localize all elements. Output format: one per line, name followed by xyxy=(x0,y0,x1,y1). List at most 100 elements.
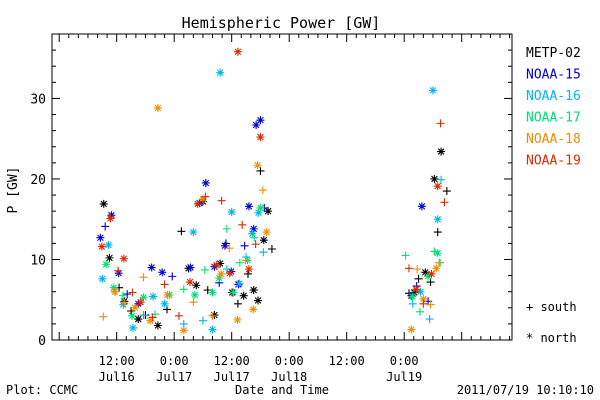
south-marker xyxy=(201,192,210,201)
north-marker xyxy=(256,116,265,125)
north-marker xyxy=(254,208,263,217)
north-marker xyxy=(430,174,439,183)
legend-item: NOAA-17 xyxy=(526,111,581,126)
north-marker xyxy=(262,228,271,237)
north-marker xyxy=(201,178,210,187)
north-marker xyxy=(249,224,258,233)
south-marker xyxy=(120,298,129,307)
north-marker xyxy=(408,292,417,301)
south-marker xyxy=(251,240,260,249)
north-marker xyxy=(190,290,199,299)
x-tick-date-label: Jul18 xyxy=(271,370,307,384)
south-marker xyxy=(256,166,265,175)
north-marker xyxy=(252,120,261,129)
legend-item: METP-02 xyxy=(526,46,581,61)
x-tick-date-label: Jul17 xyxy=(156,370,192,384)
north-marker xyxy=(139,293,148,302)
series-noaa-19 xyxy=(97,47,449,322)
south-marker xyxy=(436,119,445,128)
marker-key-north: * north xyxy=(526,331,577,345)
south-marker xyxy=(123,290,132,299)
north-marker xyxy=(128,323,137,332)
north-marker xyxy=(146,316,155,325)
north-marker xyxy=(417,202,426,211)
x-tick-time-label: 0:00 xyxy=(160,354,189,368)
y-axis: 0 10 20 30 xyxy=(30,33,512,349)
north-marker xyxy=(249,286,258,295)
north-marker xyxy=(424,272,433,281)
series-noaa-17 xyxy=(102,203,445,320)
north-marker xyxy=(105,253,114,262)
y-tick-label: 20 xyxy=(30,173,46,188)
south-marker xyxy=(118,291,127,300)
y-tick-label: 0 xyxy=(38,334,46,349)
north-marker xyxy=(412,285,421,294)
north-marker xyxy=(96,233,105,242)
legend-item: NOAA-19 xyxy=(526,154,581,169)
plot-area xyxy=(51,33,513,341)
north-marker xyxy=(163,290,172,299)
north-marker xyxy=(432,264,441,273)
x-tick-date-label: Jul19 xyxy=(386,370,422,384)
south-marker xyxy=(99,312,108,321)
north-marker xyxy=(256,203,265,212)
north-marker xyxy=(229,288,238,297)
x-tick-time-label: 12:00 xyxy=(329,354,365,368)
south-marker xyxy=(222,224,231,233)
north-marker xyxy=(416,287,425,296)
south-marker xyxy=(433,228,442,237)
north-marker xyxy=(195,199,204,208)
north-marker xyxy=(184,264,193,273)
south-marker xyxy=(267,245,276,254)
north-marker xyxy=(158,268,167,277)
south-marker xyxy=(208,311,217,320)
north-marker xyxy=(186,263,195,272)
north-marker xyxy=(97,242,106,251)
north-marker xyxy=(254,296,263,305)
series-noaa-15 xyxy=(96,116,433,308)
south-marker xyxy=(148,313,157,322)
south-marker xyxy=(413,265,422,274)
north-marker xyxy=(208,288,217,297)
north-marker xyxy=(104,240,113,249)
north-marker xyxy=(244,202,253,211)
x-tick-time-label: 12:00 xyxy=(214,354,250,368)
north-marker xyxy=(216,259,225,268)
south-marker xyxy=(139,273,148,282)
north-marker xyxy=(433,215,442,224)
south-marker xyxy=(198,316,207,325)
north-marker xyxy=(109,283,118,292)
series-metp-02 xyxy=(99,147,451,330)
north-marker xyxy=(147,263,156,272)
north-marker xyxy=(428,86,437,95)
south-marker xyxy=(189,298,198,307)
legend-item: NOAA-15 xyxy=(526,68,581,83)
south-marker xyxy=(238,220,247,229)
south-marker xyxy=(168,272,177,281)
south-marker xyxy=(435,258,444,267)
south-marker xyxy=(250,233,259,242)
data-points xyxy=(96,47,451,335)
north-marker xyxy=(233,315,242,324)
north-marker xyxy=(99,199,108,208)
legend-item: NOAA-16 xyxy=(526,89,581,104)
north-marker xyxy=(227,207,236,216)
legend: METP-02 NOAA-15 NOAA-16 NOAA-17 NOAA-18 NOAA-… xyxy=(526,46,581,169)
south-marker xyxy=(408,299,417,308)
series-noaa-16 xyxy=(98,68,446,334)
north-marker xyxy=(248,229,257,238)
y-axis-label: P [GW] xyxy=(6,167,21,214)
north-marker xyxy=(410,288,419,297)
footer-credit: Plot: CCMC xyxy=(6,383,78,397)
south-marker xyxy=(414,274,423,283)
south-marker xyxy=(200,265,209,274)
south-marker xyxy=(437,175,446,184)
south-marker xyxy=(426,300,435,309)
north-marker xyxy=(192,281,201,290)
south-marker xyxy=(217,196,226,205)
north-marker xyxy=(215,273,224,282)
north-marker xyxy=(189,228,198,237)
north-marker xyxy=(153,321,162,330)
north-marker xyxy=(419,294,428,303)
